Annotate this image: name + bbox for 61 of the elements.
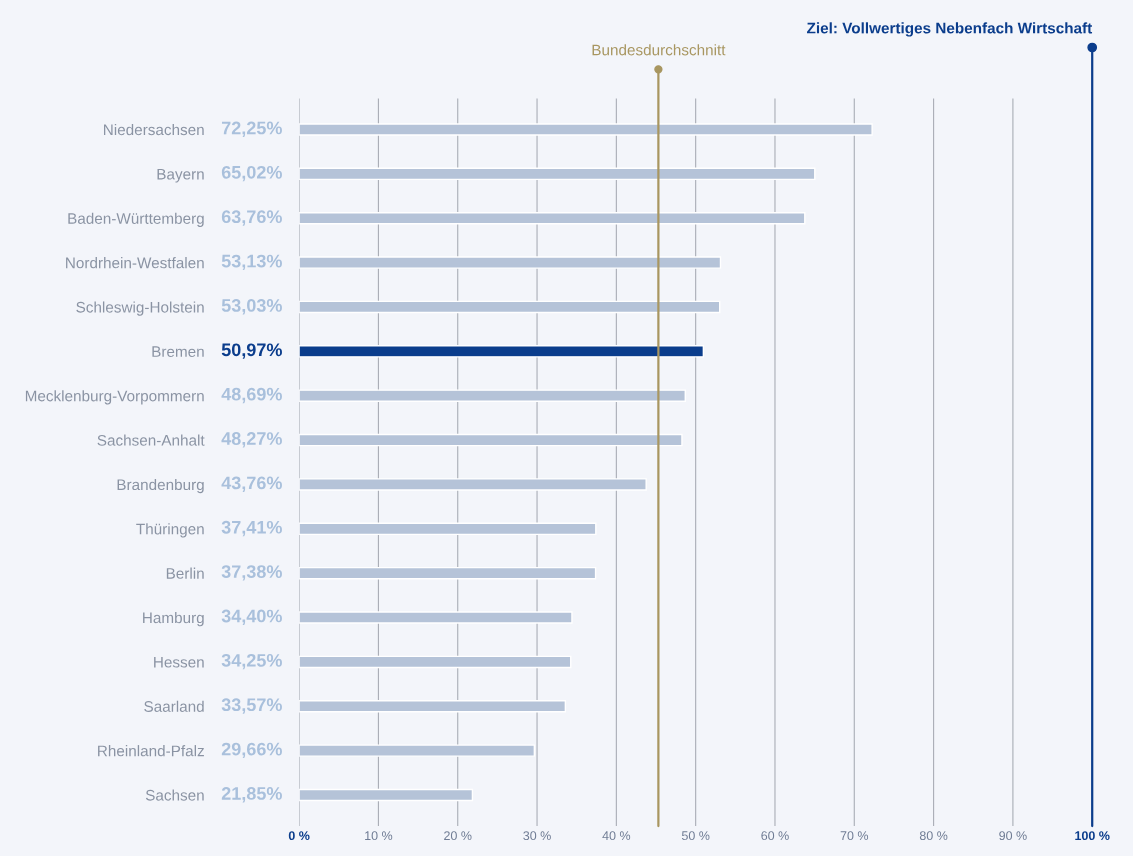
- bar: [299, 788, 474, 802]
- data-label: 65,02%: [221, 165, 282, 182]
- data-label: 53,03%: [221, 299, 282, 315]
- y-tick-label: Bayern: [157, 168, 204, 183]
- data-label: 63,76%: [221, 210, 282, 226]
- data-label: 34,25%: [221, 653, 282, 670]
- x-tick-label: 30 %: [523, 831, 551, 841]
- x-tick-label: 40 %: [602, 831, 631, 841]
- x-tick-label: 100 %: [1075, 831, 1110, 841]
- data-label: 37,38%: [221, 565, 282, 581]
- bar: [299, 345, 705, 358]
- x-tick-label: 70 %: [840, 831, 869, 841]
- data-label: 34,40%: [221, 609, 282, 625]
- bar: [299, 522, 597, 536]
- x-tick-label: 0 %: [288, 831, 310, 841]
- y-tick-label: Sachsen: [145, 789, 204, 801]
- bar: [299, 744, 536, 757]
- y-tick-label: Hessen: [154, 656, 204, 668]
- bar: [299, 566, 597, 580]
- bar: [299, 700, 567, 713]
- x-tick-label: 10 %: [365, 831, 393, 841]
- ref-line-label: Ziel: Vollwertiges Nebenfach Wirtschaft: [807, 22, 1093, 37]
- ref-line-label: Bundesdurchschnitt: [592, 44, 726, 56]
- y-tick-label: Schleswig-Holstein: [76, 301, 204, 316]
- data-label: 43,76%: [221, 476, 282, 492]
- x-tick-label: 50 %: [681, 831, 710, 841]
- x-tick-label: 90 %: [999, 831, 1027, 841]
- bar: [299, 256, 722, 269]
- y-tick-label: Mecklenburg-Vorpommern: [25, 390, 204, 405]
- y-tick-label: Niedersachsen: [104, 123, 204, 136]
- x-tick-label: 80 %: [919, 831, 948, 841]
- bar: [299, 167, 816, 181]
- data-label: 29,66%: [221, 742, 282, 759]
- y-tick-label: Hamburg: [143, 611, 204, 627]
- data-label: 72,25%: [221, 121, 282, 137]
- y-tick-label: Rheinland-Pfalz: [98, 745, 204, 757]
- x-tick-label: 60 %: [761, 831, 789, 841]
- y-tick-label: Bremen: [152, 346, 204, 358]
- data-label: 53,13%: [221, 254, 282, 271]
- y-tick-label: Sachsen-Anhalt: [97, 434, 205, 446]
- data-label: 37,41%: [221, 520, 282, 537]
- data-label: 21,85%: [221, 787, 282, 803]
- bar: [299, 611, 573, 624]
- bar: [299, 211, 806, 225]
- y-tick-label: Baden-Württemberg: [68, 212, 204, 227]
- x-tick-label: 20 %: [444, 831, 472, 841]
- y-tick-label: Saarland: [144, 700, 204, 712]
- y-tick-label: Brandenburg: [117, 478, 204, 494]
- bar: [299, 655, 572, 669]
- bar: [299, 389, 686, 402]
- data-label: 48,69%: [221, 387, 282, 404]
- bar: [299, 433, 683, 447]
- bar: [299, 478, 647, 491]
- y-tick-label: Nordrhein-Westfalen: [66, 257, 204, 269]
- data-label: 50,97%: [221, 343, 282, 359]
- bar: [299, 300, 721, 314]
- y-tick-label: Thüringen: [136, 523, 204, 538]
- y-tick-label: Berlin: [166, 567, 204, 579]
- data-label: 33,57%: [221, 698, 282, 714]
- bar: [299, 123, 873, 136]
- data-label: 48,27%: [221, 432, 282, 448]
